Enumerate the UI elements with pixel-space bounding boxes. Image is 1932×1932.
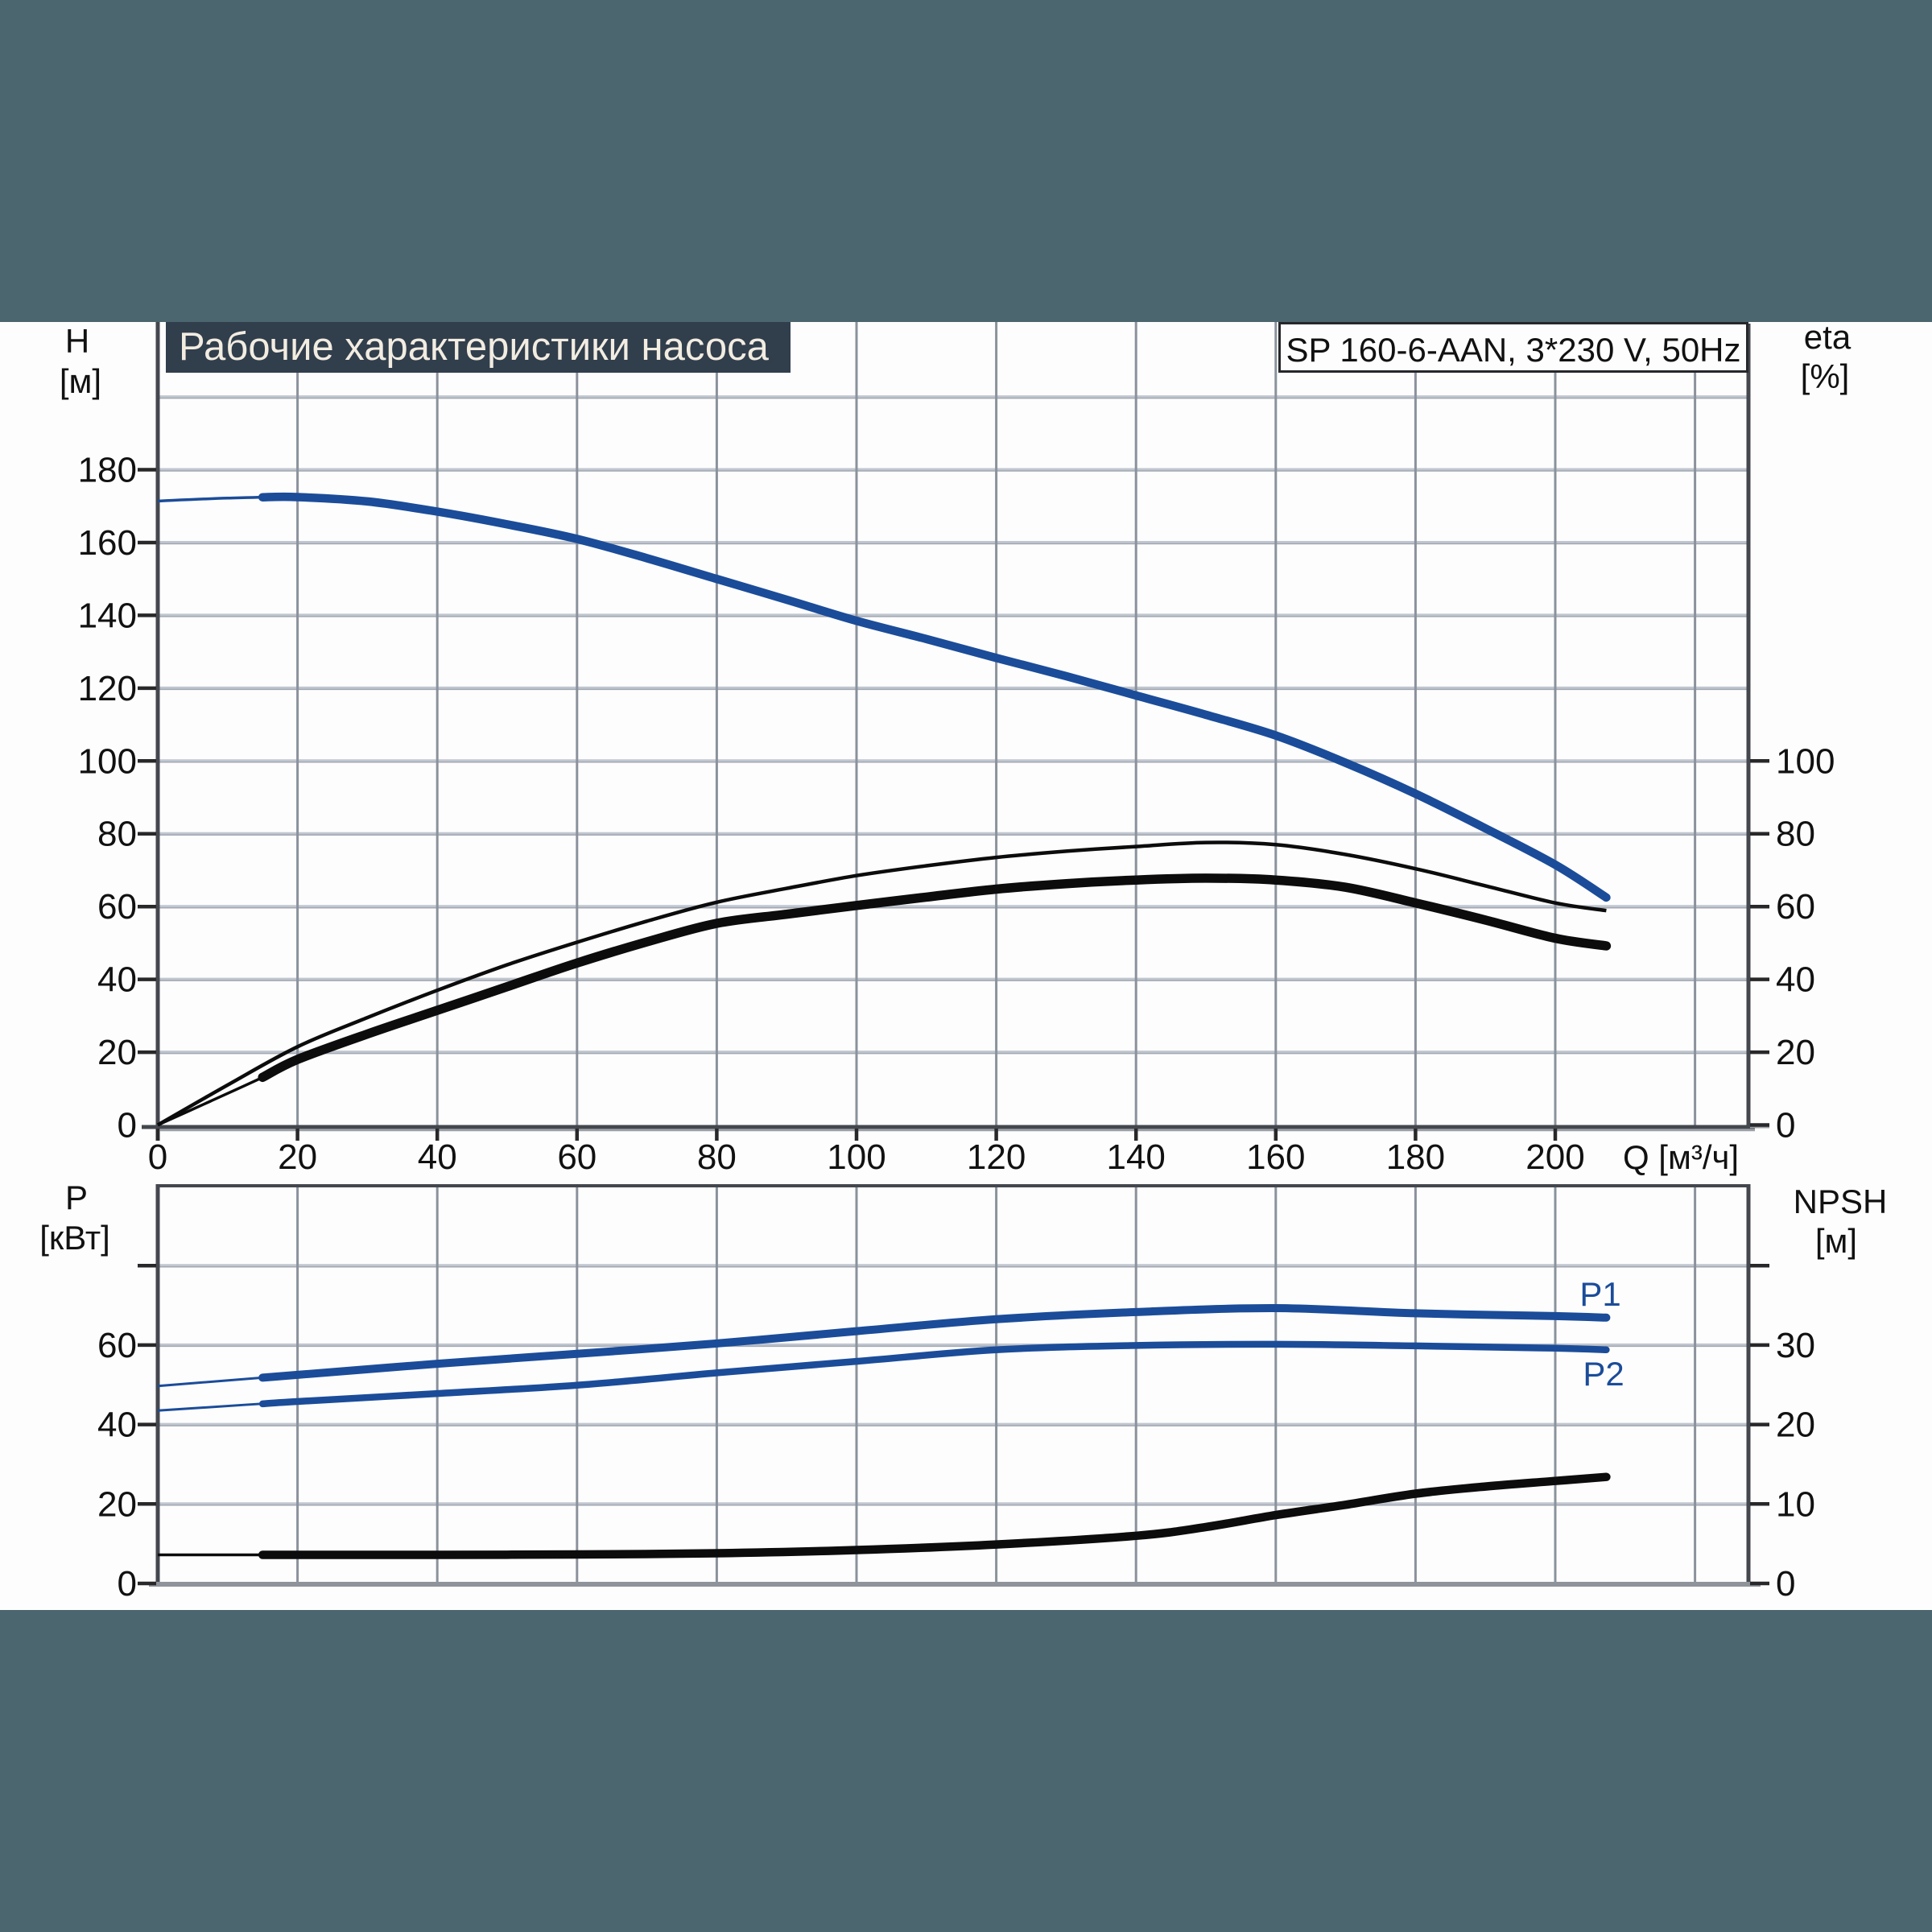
svg-text:40: 40 [97,960,137,1000]
svg-text:10: 10 [1776,1484,1815,1524]
svg-text:0: 0 [1776,1564,1795,1604]
svg-text:NPSH: NPSH [1794,1183,1888,1220]
svg-text:[м]: [м] [60,362,101,400]
svg-text:40: 40 [418,1137,457,1177]
svg-text:P1: P1 [1579,1275,1620,1313]
svg-text:60: 60 [557,1137,597,1177]
svg-text:Рабочие характеристики насоса: Рабочие характеристики насоса [179,325,770,369]
svg-text:Q [м³/ч]: Q [м³/ч] [1623,1138,1739,1176]
svg-text:180: 180 [1386,1137,1445,1177]
svg-text:60: 60 [97,887,137,927]
svg-text:0: 0 [148,1137,167,1177]
svg-text:80: 80 [97,815,137,854]
svg-text:P2: P2 [1583,1355,1624,1393]
svg-text:P: P [65,1179,88,1216]
svg-text:100: 100 [827,1137,886,1177]
svg-text:40: 40 [97,1406,137,1445]
svg-text:eta: eta [1804,318,1852,356]
svg-text:[м]: [м] [1815,1222,1857,1260]
svg-text:20: 20 [97,1033,137,1072]
svg-text:200: 200 [1525,1137,1584,1177]
svg-text:30: 30 [1776,1326,1815,1365]
svg-text:20: 20 [97,1484,137,1524]
svg-text:60: 60 [97,1326,137,1365]
svg-text:100: 100 [78,741,137,781]
svg-text:SP 160-6-AAN, 3*230 V, 50Hz: SP 160-6-AAN, 3*230 V, 50Hz [1286,331,1740,369]
svg-text:20: 20 [278,1137,317,1177]
svg-text:20: 20 [1776,1406,1815,1445]
svg-text:40: 40 [1776,960,1815,1000]
svg-text:140: 140 [78,596,137,635]
svg-text:60: 60 [1776,887,1815,927]
svg-text:80: 80 [697,1137,737,1177]
svg-text:140: 140 [1106,1137,1165,1177]
svg-text:160: 160 [78,523,137,563]
svg-text:H: H [65,322,89,360]
svg-text:[%]: [%] [1801,357,1850,395]
svg-text:100: 100 [1776,741,1835,781]
svg-text:120: 120 [967,1137,1026,1177]
svg-text:80: 80 [1776,815,1815,854]
svg-text:120: 120 [78,669,137,708]
svg-text:160: 160 [1246,1137,1305,1177]
svg-text:[кВт]: [кВт] [39,1219,110,1257]
svg-text:0: 0 [118,1564,137,1604]
svg-text:0: 0 [118,1106,137,1146]
svg-text:0: 0 [1776,1106,1795,1146]
svg-text:180: 180 [78,451,137,490]
svg-text:20: 20 [1776,1033,1815,1072]
